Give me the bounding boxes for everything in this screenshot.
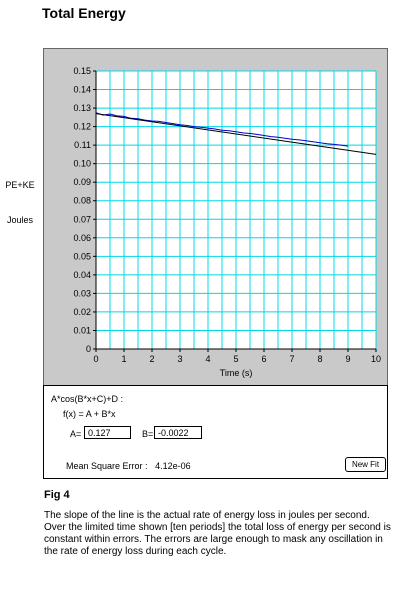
- figure-label: Fig 4: [44, 489, 70, 501]
- mean-square-error: Mean Square Error : 4.12e-06: [66, 461, 191, 471]
- y-tick-label: 0.13: [73, 103, 91, 113]
- x-tick-label: 1: [121, 354, 126, 364]
- y-tick-label: 0.07: [73, 214, 91, 224]
- param-b-field[interactable]: -0.0022: [154, 426, 202, 439]
- x-tick-label: 4: [205, 354, 210, 364]
- y-tick-label: 0: [86, 344, 91, 354]
- x-tick-label: 3: [177, 354, 182, 364]
- y-tick-label: 0.11: [74, 140, 91, 150]
- energy-chart: 0 1 2 3 4 5 6 7 8 9 10 0 0.01 0.02 0.03 0.04 0.05 0.06 0.0…: [73, 66, 381, 378]
- y-tick-label: 0.03: [73, 288, 91, 298]
- x-tick-label: 8: [317, 354, 322, 364]
- x-tick-label: 0: [93, 354, 98, 364]
- figure-caption: The slope of the line is the actual rate…: [44, 510, 391, 557]
- mse-label: Mean Square Error :: [66, 461, 148, 471]
- y-tick-label: 0.06: [73, 233, 91, 243]
- y-tick-label: 0.10: [73, 159, 91, 169]
- plot-panel: 0 1 2 3 4 5 6 7 8 9 10 0 0.01 0.02 0.03 0.04 0.05 0.06 0.0…: [43, 48, 388, 386]
- y-tick-label: 0.04: [73, 270, 91, 280]
- param-a-label: A=: [70, 429, 82, 439]
- data-line: [95, 112, 349, 147]
- x-tick-label: 9: [345, 354, 350, 364]
- x-tick-label: 6: [261, 354, 266, 364]
- y-tick-label: 0.05: [73, 251, 91, 261]
- y-tick-label: 0.14: [73, 85, 91, 95]
- fit-formula: f(x) = A + B*x: [63, 409, 116, 419]
- fit-panel: A*cos(B*x+C)+D : f(x) = A + B*x A= 0.127…: [43, 385, 388, 479]
- y-tick-label: 0.15: [73, 66, 91, 76]
- y-quantity-label: PE+KE: [5, 180, 35, 190]
- param-b-label: B=: [142, 429, 154, 439]
- page-title: Total Energy: [42, 5, 126, 21]
- x-tick-label: 7: [289, 354, 294, 364]
- y-tick-label: 0.12: [73, 122, 91, 132]
- new-fit-button[interactable]: New Fit: [345, 457, 386, 472]
- x-tick-label: 5: [233, 354, 238, 364]
- y-tick-label: 0.01: [73, 325, 91, 335]
- y-tick-label: 0.08: [73, 196, 91, 206]
- param-a-field[interactable]: 0.127: [84, 426, 131, 439]
- y-tick-label: 0.02: [73, 307, 91, 317]
- x-axis-label: Time (s): [220, 368, 253, 378]
- x-tick-label: 10: [371, 354, 381, 364]
- fit-model: A*cos(B*x+C)+D :: [51, 394, 124, 404]
- mse-value: 4.12e-06: [155, 461, 191, 471]
- y-unit-label: Joules: [6, 215, 33, 225]
- fit-line: [95, 113, 377, 155]
- x-tick-label: 2: [149, 354, 154, 364]
- y-tick-label: 0.09: [73, 177, 91, 187]
